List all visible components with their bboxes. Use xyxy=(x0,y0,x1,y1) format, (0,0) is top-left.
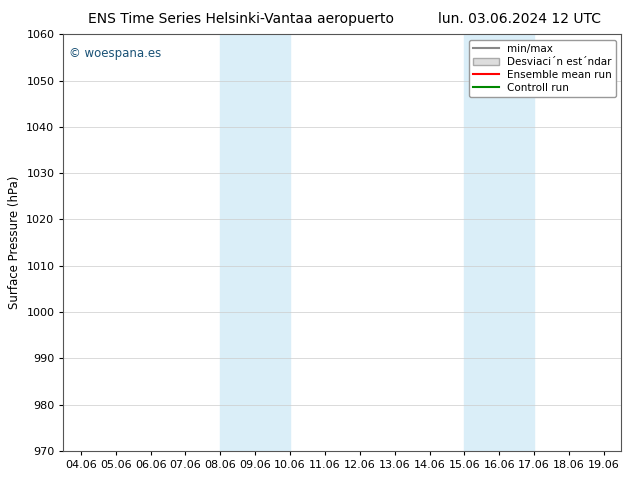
Text: lun. 03.06.2024 12 UTC: lun. 03.06.2024 12 UTC xyxy=(438,12,602,26)
Text: © woespana.es: © woespana.es xyxy=(69,47,161,60)
Bar xyxy=(221,34,290,451)
Bar xyxy=(464,34,534,451)
Y-axis label: Surface Pressure (hPa): Surface Pressure (hPa) xyxy=(8,176,21,309)
Text: ENS Time Series Helsinki-Vantaa aeropuerto: ENS Time Series Helsinki-Vantaa aeropuer… xyxy=(88,12,394,26)
Legend: min/max, Desviaci´n est´ndar, Ensemble mean run, Controll run: min/max, Desviaci´n est´ndar, Ensemble m… xyxy=(469,40,616,97)
